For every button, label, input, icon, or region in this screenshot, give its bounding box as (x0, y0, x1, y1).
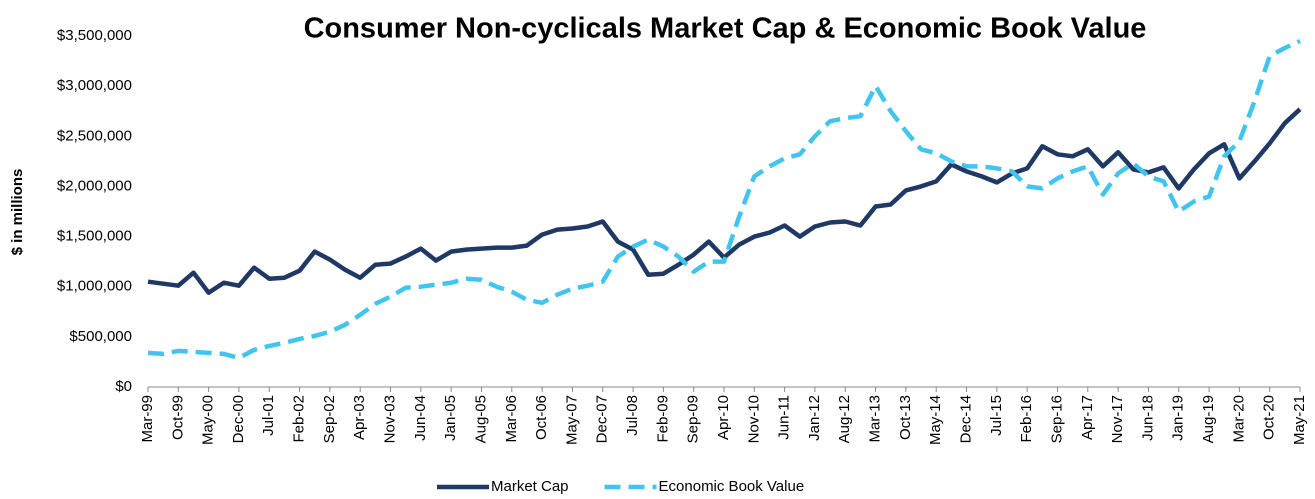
x-tick-label: Sep-16 (1048, 395, 1065, 443)
legend-label: Market Cap (491, 478, 569, 495)
x-tick-label: Jul-15 (988, 395, 1005, 436)
x-tick-label: Aug-12 (836, 395, 853, 443)
x-tick-label: Dec-14 (957, 395, 974, 443)
x-tick-label: Sep-09 (685, 395, 702, 443)
x-tick-label: Oct-13 (897, 395, 914, 440)
x-tick-label: Jun-04 (412, 395, 429, 441)
x-tick-label: May-00 (200, 395, 217, 445)
x-tick-label: Sep-02 (321, 395, 338, 443)
x-tick-label: Jul-08 (624, 395, 641, 436)
y-tick-label: $500,000 (69, 328, 132, 345)
x-tick-label: Jan-05 (442, 395, 459, 441)
x-tick-label: Apr-10 (715, 395, 732, 440)
y-tick-label: $2,500,000 (57, 127, 132, 144)
x-tick-label: Nov-10 (745, 395, 762, 443)
y-tick-label: $0 (115, 378, 132, 395)
x-tick-label: May-07 (563, 395, 580, 445)
x-tick-label: Mar-13 (867, 395, 884, 443)
x-tick-label: Jan-12 (806, 395, 823, 441)
series-line (147, 38, 1301, 361)
x-tick-label: Feb-02 (291, 395, 308, 443)
x-tick-label: Feb-16 (1018, 395, 1035, 443)
x-tick-label: Jun-11 (776, 395, 793, 440)
x-tick-label: Jun-18 (1139, 395, 1156, 441)
x-tick-label: Feb-09 (654, 395, 671, 443)
x-tick-label: Mar-20 (1230, 395, 1247, 443)
y-axis-label: $ in millions (9, 169, 26, 256)
legend-label: Economic Book Value (659, 478, 805, 495)
x-tick-label: Apr-03 (351, 395, 368, 440)
chart-title: Consumer Non-cyclicals Market Cap & Econ… (304, 13, 1147, 45)
x-tick-label: Aug-19 (1200, 395, 1217, 443)
y-tick-label: $1,500,000 (57, 228, 132, 245)
x-tick-label: Mar-99 (139, 395, 156, 443)
series-line (147, 107, 1302, 295)
x-tick-label: Jan-19 (1170, 395, 1187, 441)
x-tick-label: Aug-05 (472, 395, 489, 443)
x-tick-label: Oct-06 (533, 395, 550, 440)
x-tick-label: Dec-00 (230, 395, 247, 443)
x-tick-label: Oct-99 (169, 395, 186, 440)
x-tick-label: Jul-01 (260, 395, 277, 436)
x-tick-label: Mar-06 (503, 395, 520, 443)
y-tick-label: $3,500,000 (57, 27, 132, 44)
x-tick-label: Nov-03 (381, 395, 398, 443)
x-tick-label: Nov-17 (1109, 395, 1126, 443)
x-tick-label: Dec-07 (594, 395, 611, 443)
x-tick-label: Apr-17 (1079, 395, 1096, 440)
x-tick-label: Oct-20 (1261, 395, 1278, 440)
x-tick-label: May-14 (927, 395, 944, 445)
y-tick-label: $1,000,000 (57, 278, 132, 295)
y-tick-label: $3,000,000 (57, 77, 132, 94)
y-tick-label: $2,000,000 (57, 177, 132, 194)
x-tick-label: May-21 (1291, 395, 1308, 445)
